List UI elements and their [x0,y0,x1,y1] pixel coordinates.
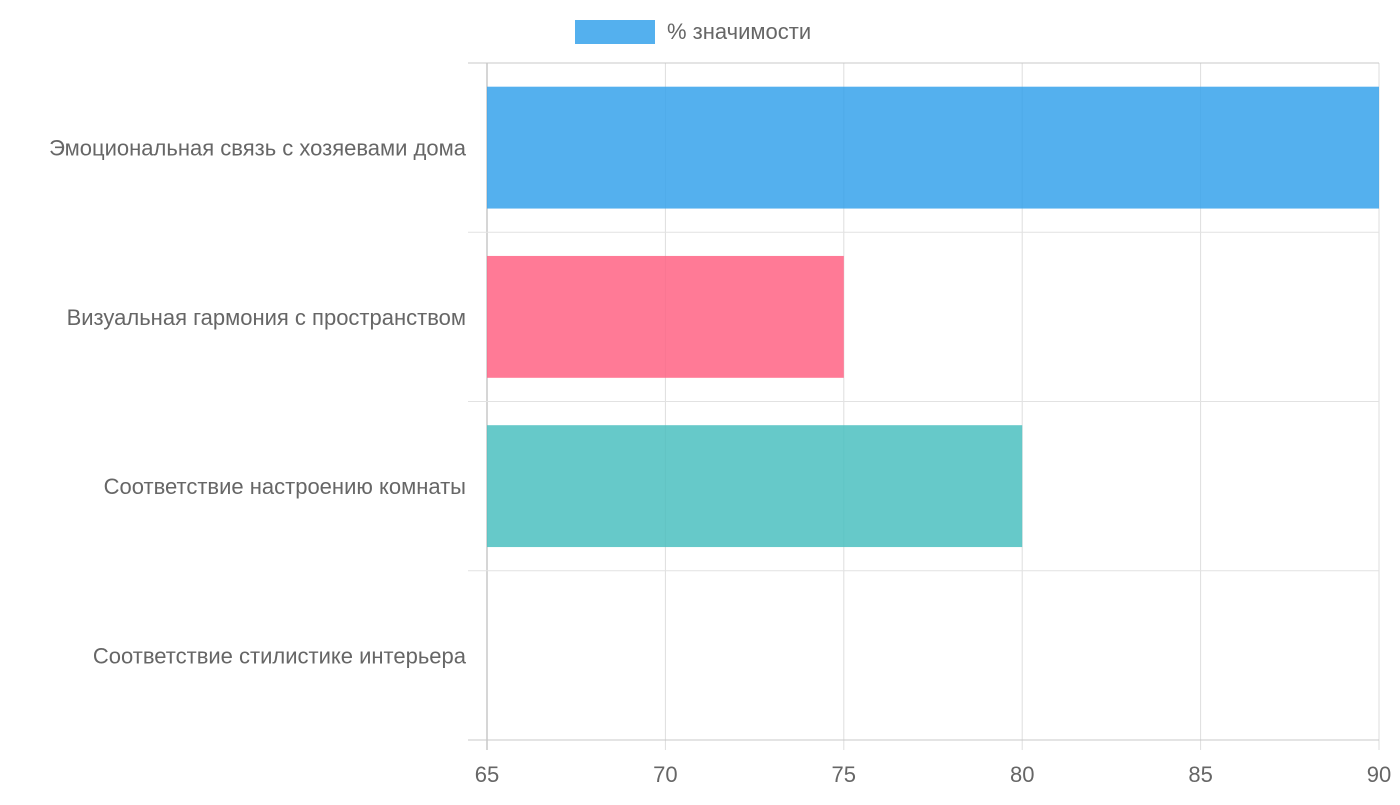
legend-label[interactable]: % значимости [667,19,811,44]
category-label: Соответствие стилистике интерьера [93,643,467,668]
x-tick-label: 85 [1188,762,1212,787]
category-label: Эмоциональная связь с хозяевами дома [49,136,467,161]
legend[interactable]: % значимости [575,19,811,44]
x-tick-label: 75 [832,762,856,787]
axis-layer: 65 70 75 80 85 90 Эмоциональная связь с хозяев… [49,136,1391,787]
x-tick-label: 80 [1010,762,1034,787]
x-tick-label: 65 [475,762,499,787]
bars-layer [487,86,1379,548]
bar[interactable] [487,86,1379,209]
category-label: Соответствие настроению комнаты [104,474,466,499]
bar[interactable] [487,425,1023,548]
legend-swatch[interactable] [575,20,655,44]
x-tick-label: 90 [1367,762,1391,787]
x-tick-label: 70 [653,762,677,787]
category-label: Визуальная гармония с пространством [67,305,466,330]
bar[interactable] [487,255,844,378]
